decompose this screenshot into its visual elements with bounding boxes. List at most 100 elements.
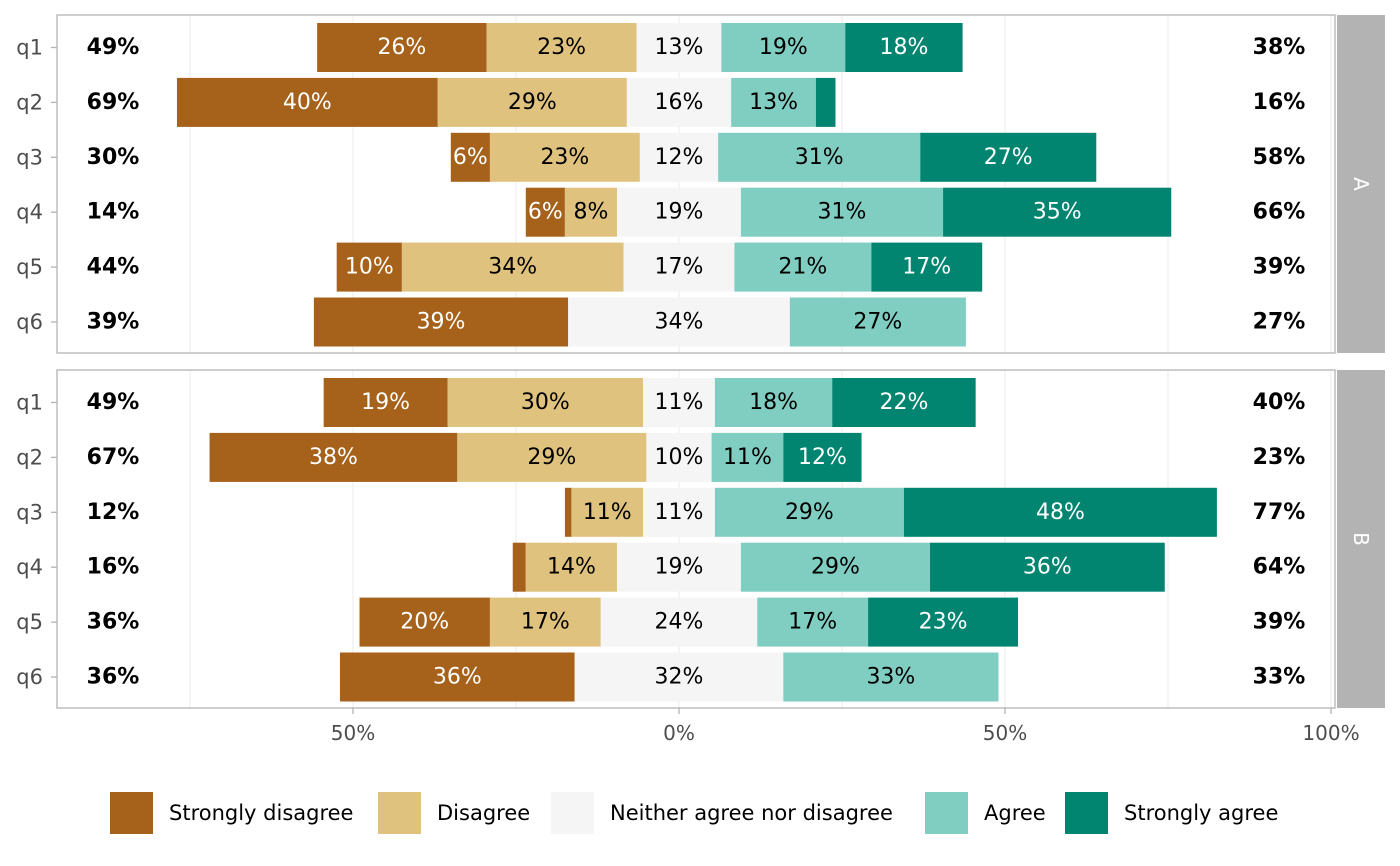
bar-segment-strongly-agree	[920, 132, 1097, 182]
legend-key-disagree	[378, 792, 421, 834]
facet-strip	[1337, 15, 1385, 353]
bar-segment-neither-agree-nor-disagree	[636, 23, 722, 72]
left-total-label: 16%	[87, 555, 140, 580]
bar-segment-disagree	[457, 432, 647, 482]
segment-label: 22%	[879, 390, 928, 415]
bar-segment-agree	[740, 187, 944, 237]
segment-label: 17%	[788, 610, 837, 635]
legend-key-strongly-disagree	[110, 792, 153, 834]
bar-segment-strongly-disagree	[176, 77, 438, 127]
right-total-label: 23%	[1253, 445, 1306, 470]
legend-key-agree	[925, 792, 968, 834]
right-total-label: 27%	[1253, 310, 1306, 335]
segment-label: 23%	[537, 35, 586, 60]
segment-label: 31%	[795, 145, 844, 170]
left-total-label: 12%	[87, 500, 140, 525]
bar-segment-neither-agree-nor-disagree	[623, 242, 735, 292]
segment-label: 11%	[723, 445, 772, 470]
bar-segment-strongly-agree	[943, 187, 1172, 237]
segment-label: 18%	[749, 390, 798, 415]
segment-label: 6%	[453, 145, 488, 170]
y-tick-label: q5	[16, 610, 43, 634]
segment-label: 23%	[540, 145, 589, 170]
segment-label: 19%	[361, 390, 410, 415]
right-total-label: 38%	[1253, 35, 1306, 60]
segment-label: 18%	[879, 35, 928, 60]
segment-label: 20%	[400, 610, 449, 635]
bar-segment-strongly-disagree	[323, 378, 448, 427]
y-tick-label: q2	[16, 445, 43, 469]
panel-border	[56, 369, 1336, 709]
segment-label: 29%	[785, 500, 834, 525]
segment-label: 17%	[655, 255, 704, 280]
segment-label: 27%	[853, 310, 902, 335]
bar-segment-neither-agree-nor-disagree	[617, 542, 741, 592]
segment-label: 48%	[1036, 500, 1085, 525]
segment-label: 31%	[818, 200, 867, 225]
left-total-label: 36%	[87, 665, 140, 690]
bar-segment-strongly-disagree	[512, 542, 526, 592]
segment-label: 10%	[345, 255, 394, 280]
left-total-label: 14%	[87, 200, 140, 225]
bar-segment-disagree	[486, 23, 637, 72]
right-total-label: 66%	[1253, 200, 1306, 225]
facet-strip-label: B	[1349, 532, 1373, 546]
legend-label-agree: Agree	[984, 801, 1046, 825]
bar-segment-agree	[789, 297, 966, 347]
bar-segment-agree	[757, 597, 869, 647]
segment-label: 21%	[778, 255, 827, 280]
segment-label: 17%	[521, 610, 570, 635]
panel-border	[56, 14, 1336, 354]
bar-segment-strongly-agree	[815, 77, 836, 127]
bar-segment-strongly-disagree	[339, 652, 575, 702]
bar-segment-agree	[721, 23, 846, 72]
bar-segment-strongly-agree	[832, 378, 976, 427]
bar-segment-strongly-agree	[930, 542, 1165, 592]
right-total-label: 33%	[1253, 665, 1306, 690]
x-tick-label: 50%	[331, 721, 375, 745]
segment-label: 36%	[1023, 555, 1072, 580]
bar-segment-neither-agree-nor-disagree	[626, 77, 732, 127]
bar-segment-strongly-disagree	[336, 242, 402, 292]
y-tick-label: q6	[16, 310, 43, 334]
right-total-label: 40%	[1253, 390, 1306, 415]
left-total-label: 49%	[87, 390, 140, 415]
segment-label: 29%	[811, 555, 860, 580]
bar-segment-strongly-disagree	[525, 187, 565, 237]
bar-segment-neither-agree-nor-disagree	[639, 132, 719, 182]
left-total-label: 69%	[87, 90, 140, 115]
segment-label: 19%	[759, 35, 808, 60]
segment-label: 38%	[309, 445, 358, 470]
bar-segment-neither-agree-nor-disagree	[646, 432, 712, 482]
legend-key-strongly-agree	[1065, 792, 1108, 834]
bar-segment-strongly-agree	[783, 432, 862, 482]
bar-segment-strongly-agree	[868, 597, 1019, 647]
segment-label: 23%	[919, 610, 968, 635]
y-tick-label: q2	[16, 90, 43, 114]
bar-segment-agree	[714, 487, 904, 537]
y-tick-label: q4	[16, 200, 43, 224]
segment-label: 35%	[1033, 200, 1082, 225]
y-tick-label: q3	[16, 145, 43, 169]
segment-label: 34%	[488, 255, 537, 280]
segment-label: 40%	[283, 90, 332, 115]
y-tick-label: q3	[16, 500, 43, 524]
bar-segment-strongly-disagree	[313, 297, 569, 347]
y-tick-label: q1	[16, 36, 43, 60]
segment-label: 12%	[798, 445, 847, 470]
segment-label: 14%	[547, 555, 596, 580]
bar-segment-strongly-disagree	[317, 23, 487, 72]
bar-segment-agree	[718, 132, 921, 182]
segment-label: 39%	[417, 310, 466, 335]
x-tick-label: 100%	[1302, 721, 1359, 745]
segment-label: 8%	[574, 200, 609, 225]
bar-segment-disagree	[401, 242, 624, 292]
bar-segment-neither-agree-nor-disagree	[643, 487, 715, 537]
bar-segment-disagree	[564, 187, 618, 237]
legend-label-strongly-agree: Strongly agree	[1124, 801, 1278, 825]
segment-label: 34%	[655, 310, 704, 335]
bar-segment-strongly-disagree	[564, 487, 572, 537]
right-total-label: 39%	[1253, 610, 1306, 635]
segment-label: 30%	[521, 390, 570, 415]
